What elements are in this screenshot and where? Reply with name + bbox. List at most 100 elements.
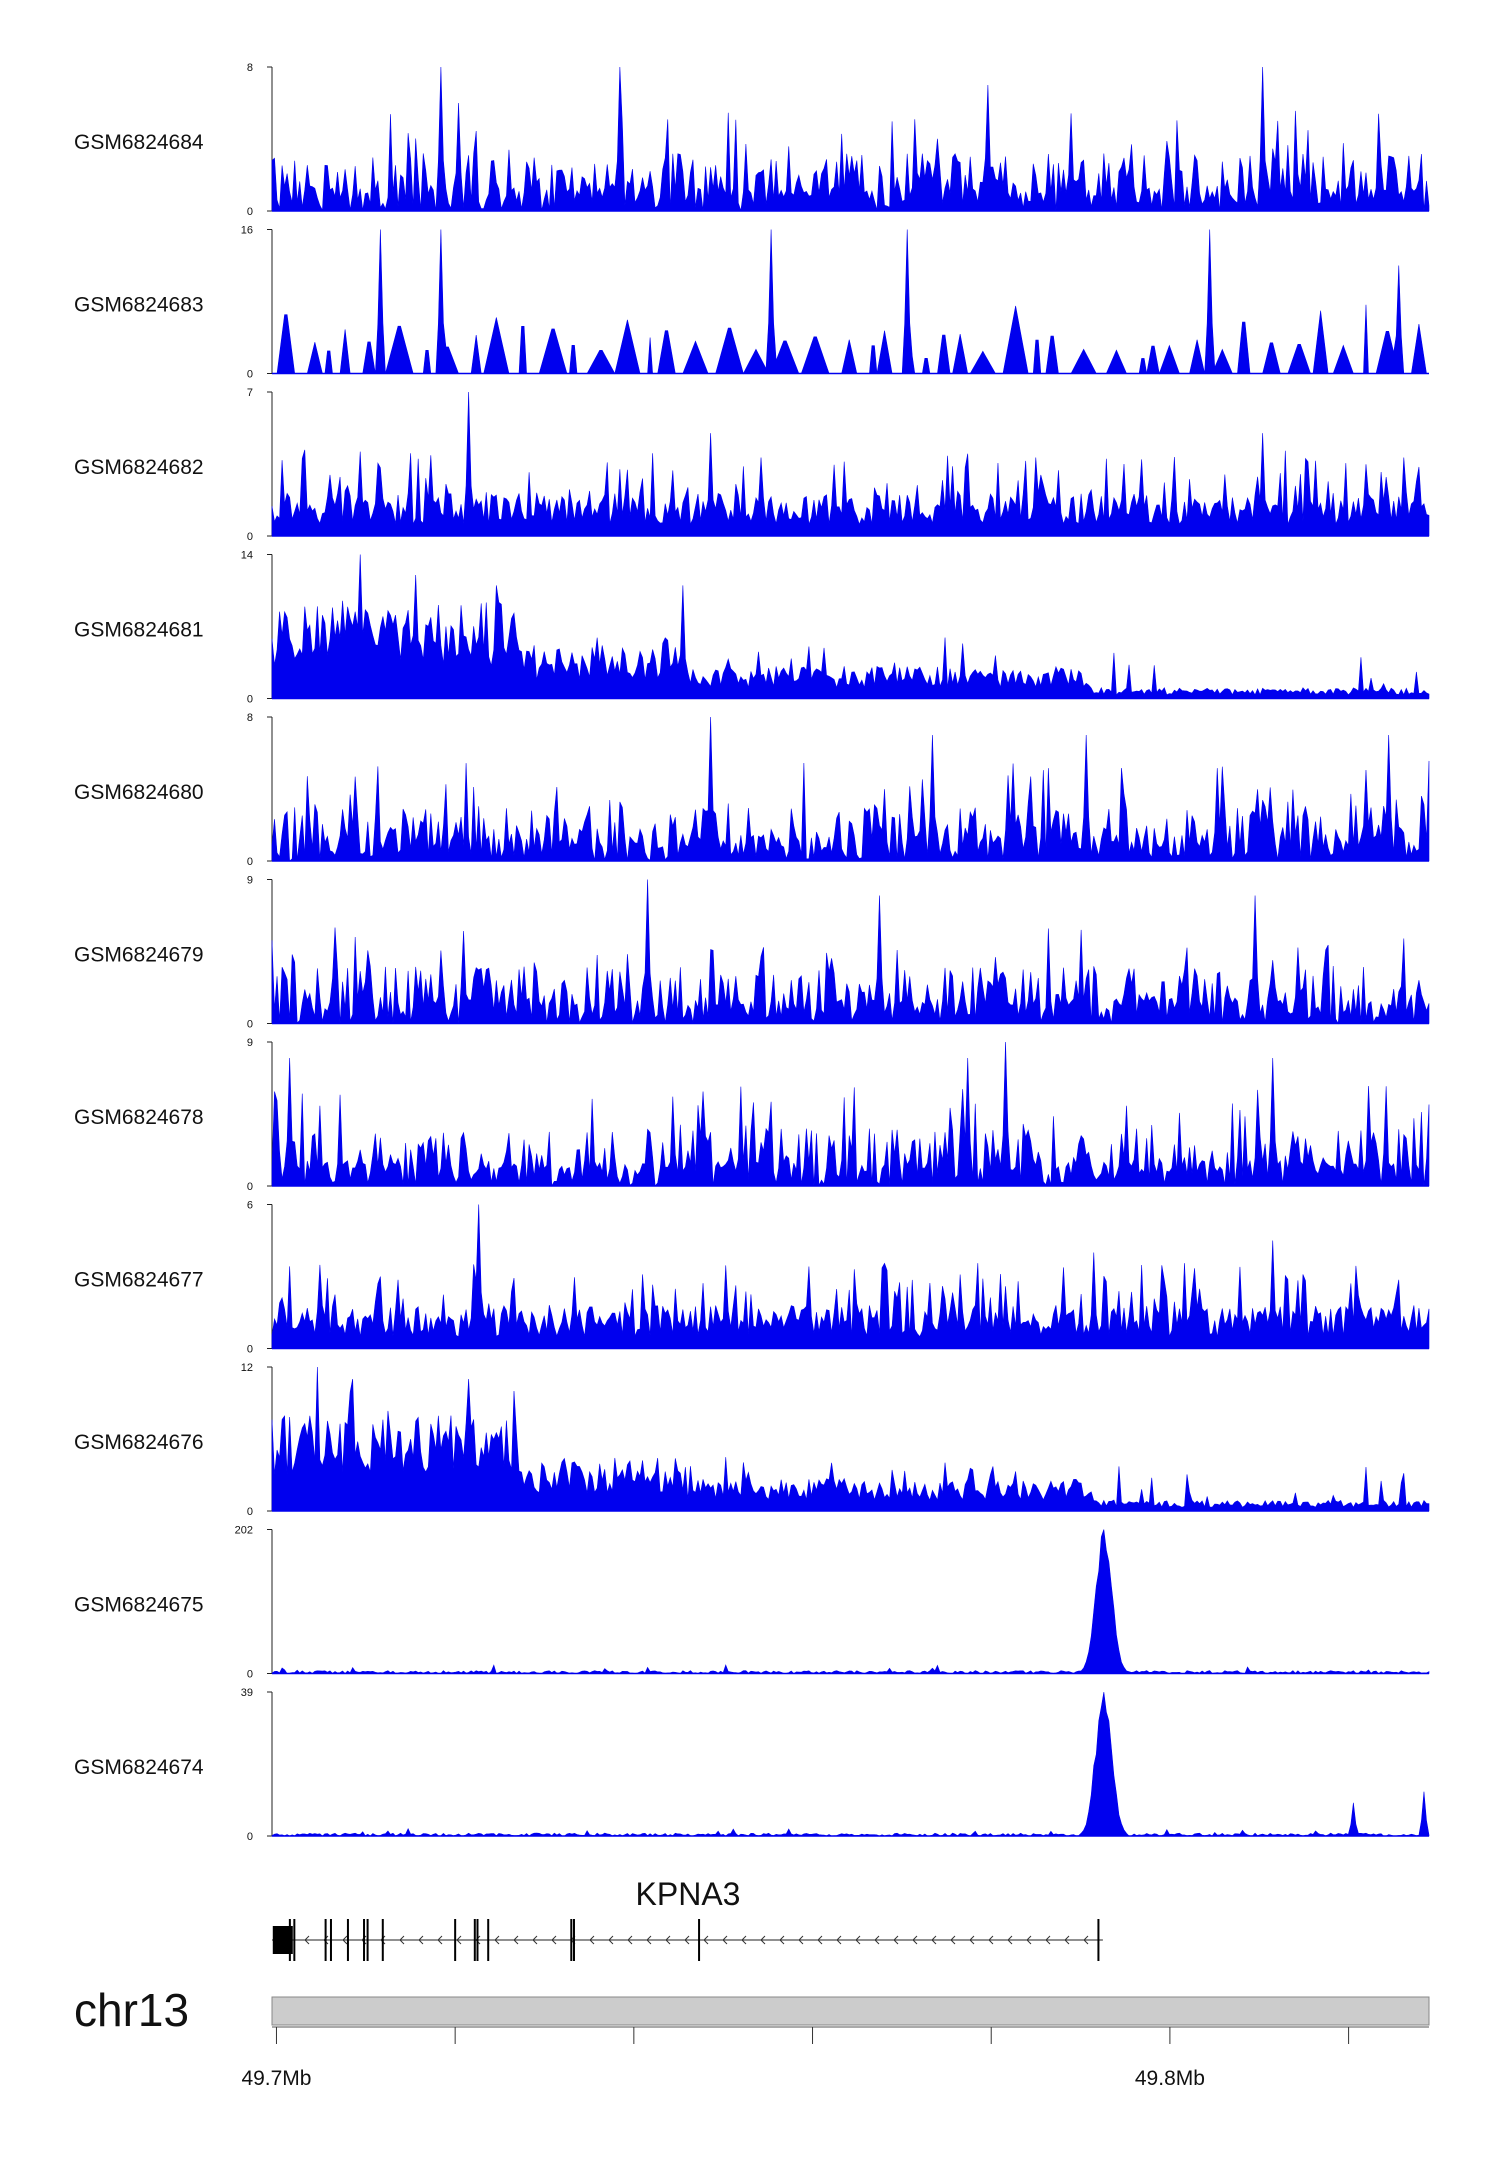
y-max-label: 8 [247, 62, 253, 74]
gene-exon [454, 1919, 457, 1961]
track-GSM6824681: GSM6824681 14 0 [74, 550, 1430, 706]
track-GSM6824680: GSM6824680 8 0 [74, 712, 1430, 868]
signal-area [271, 1529, 1430, 1674]
track-GSM6824675: GSM6824675 202 0 [74, 1525, 1430, 1681]
genomic-axis: 49.7Mb 49.8Mb [241, 2026, 1429, 2090]
strand-chevron [836, 1935, 842, 1945]
track-GSM6824676: GSM6824676 12 0 [74, 1362, 1430, 1518]
signal-tracks: GSM682468480GSM6824683160GSM682468270GSM… [74, 62, 1430, 1843]
x-axis-tick-label: 49.8Mb [1135, 2067, 1205, 2090]
y-min-label: 0 [247, 856, 253, 868]
track-label: GSM6824677 [74, 1268, 204, 1291]
signal-area [272, 229, 1429, 375]
gene-name-label: KPNA3 [636, 1876, 741, 1912]
gene-exon [1097, 1919, 1100, 1961]
y-min-label: 0 [247, 1181, 253, 1193]
y-max-label: 7 [247, 387, 253, 399]
strand-chevron [817, 1935, 823, 1945]
y-max-label: 9 [247, 1037, 253, 1049]
strand-chevron [912, 1935, 918, 1945]
signal-area [271, 66, 1430, 212]
track-GSM6824684: GSM6824684 8 0 [74, 62, 1430, 218]
chromosome-label: chr13 [74, 1984, 189, 2036]
y-min-label: 0 [247, 531, 253, 543]
strand-chevron [855, 1935, 861, 1945]
y-max-label: 202 [235, 1525, 253, 1537]
gene-exon [698, 1919, 701, 1961]
strand-chevron [1026, 1935, 1032, 1945]
signal-area [271, 1204, 1430, 1349]
gene-exon [363, 1919, 366, 1961]
strand-chevron [437, 1935, 443, 1945]
y-max-label: 9 [247, 875, 253, 887]
track-label: GSM6824682 [74, 456, 204, 479]
strand-chevron [513, 1935, 519, 1945]
track-label: GSM6824676 [74, 1431, 204, 1454]
track-GSM6824677: GSM6824677 6 0 [74, 1200, 1430, 1356]
signal-area [271, 1041, 1430, 1187]
signal-area [271, 716, 1430, 862]
strand-chevron [627, 1935, 633, 1945]
gene-exon [288, 1919, 291, 1961]
track-GSM6824678: GSM6824678 9 0 [74, 1037, 1430, 1193]
gene-exon [366, 1919, 369, 1961]
strand-chevron [589, 1935, 595, 1945]
gene-exon [329, 1919, 332, 1961]
strand-chevron [323, 1935, 329, 1945]
strand-chevron [399, 1935, 405, 1945]
strand-chevron [1007, 1935, 1013, 1945]
gene-exon-utr [272, 1926, 293, 1954]
track-label: GSM6824679 [74, 943, 204, 966]
strand-chevron [893, 1935, 899, 1945]
gene-annotation-track: KPNA3 [272, 1876, 1103, 1961]
strand-chevron [665, 1935, 671, 1945]
strand-chevron [798, 1935, 804, 1945]
track-label: GSM6824680 [74, 781, 204, 804]
gene-exon [293, 1919, 296, 1961]
strand-chevron [760, 1935, 766, 1945]
track-label: GSM6824674 [74, 1756, 204, 1779]
gene-exon [572, 1919, 575, 1961]
y-max-label: 6 [247, 1200, 253, 1212]
strand-chevron [969, 1935, 975, 1945]
strand-chevron [608, 1935, 614, 1945]
track-GSM6824679: GSM6824679 9 0 [74, 875, 1430, 1031]
strand-chevron [874, 1935, 880, 1945]
track-label: GSM6824681 [74, 618, 204, 641]
track-GSM6824683: GSM6824683 16 0 [74, 225, 1429, 381]
x-axis-tick-label: 49.7Mb [241, 2067, 311, 2090]
y-min-label: 0 [247, 369, 253, 381]
signal-area [271, 1366, 1430, 1512]
y-min-label: 0 [247, 206, 253, 218]
gene-exon [476, 1919, 479, 1961]
y-min-label: 0 [247, 1019, 253, 1031]
y-max-label: 39 [241, 1687, 253, 1699]
y-min-label: 0 [247, 1344, 253, 1356]
track-label: GSM6824675 [74, 1593, 204, 1616]
chromosome-ideogram: chr13 [74, 1984, 1430, 2036]
strand-chevron [494, 1935, 500, 1945]
y-min-label: 0 [247, 1831, 253, 1843]
strand-chevron [1083, 1935, 1089, 1945]
signal-area [271, 879, 1430, 1025]
y-max-label: 16 [241, 225, 253, 237]
y-max-label: 12 [241, 1362, 253, 1374]
chromosome-bar [271, 1996, 1430, 2026]
strand-chevron [304, 1935, 310, 1945]
track-GSM6824682: GSM6824682 7 0 [74, 387, 1430, 543]
strand-chevron [1045, 1935, 1051, 1945]
y-min-label: 0 [247, 694, 253, 706]
strand-chevron [950, 1935, 956, 1945]
strand-chevron [722, 1935, 728, 1945]
strand-chevron [931, 1935, 937, 1945]
strand-chevron [684, 1935, 690, 1945]
signal-area [271, 1691, 1430, 1837]
gene-exon [487, 1919, 490, 1961]
gene-exon [381, 1919, 384, 1961]
gene-exon [570, 1919, 573, 1961]
strand-chevron [779, 1935, 785, 1945]
strand-chevron [475, 1935, 481, 1945]
strand-chevron [1064, 1935, 1070, 1945]
y-min-label: 0 [247, 1669, 253, 1681]
y-min-label: 0 [247, 1506, 253, 1518]
